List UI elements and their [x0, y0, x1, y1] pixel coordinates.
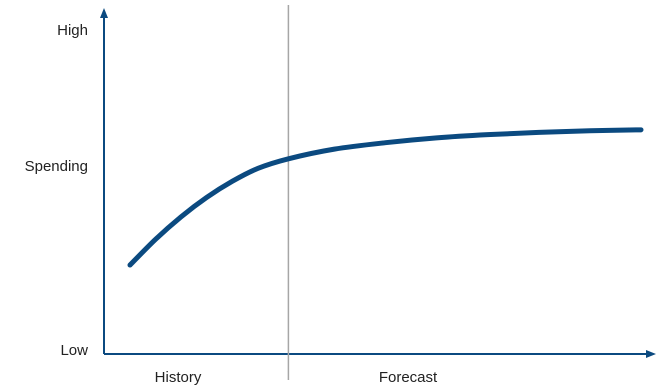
spending-series-line — [127, 127, 644, 268]
y-axis-label: Spending — [25, 158, 88, 175]
y-axis-arrow — [100, 8, 108, 18]
y-tick-label-low: Low — [60, 342, 88, 359]
x-region-label-history: History — [155, 369, 202, 385]
x-axis-arrow — [646, 350, 656, 358]
x-region-label-forecast: Forecast — [379, 369, 438, 385]
y-tick-label-high: High — [57, 22, 88, 39]
